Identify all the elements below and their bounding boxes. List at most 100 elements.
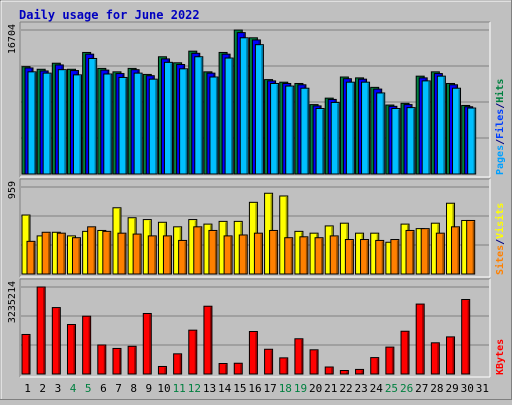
bar-sites — [162, 235, 172, 275]
bar-pages — [118, 76, 128, 175]
bar-shade — [291, 87, 294, 174]
y-max-label: 3235214 — [7, 281, 18, 323]
bar-pages — [57, 69, 67, 175]
bar-shade — [109, 75, 112, 174]
bar-shade — [63, 234, 65, 274]
bar-pages — [376, 92, 386, 175]
bar-shade — [118, 349, 121, 374]
bar-shade — [34, 72, 36, 174]
chart-panels: 16704Pages/Files/Hits959Sites/Visits3235… — [7, 21, 506, 378]
bar-pages — [179, 68, 189, 175]
bar-kbytes — [385, 346, 395, 375]
bar-shade — [427, 229, 429, 274]
bar-shade — [230, 236, 232, 274]
bar-kbytes — [400, 330, 410, 375]
bar-pages — [88, 57, 98, 175]
bar-shade — [194, 331, 197, 374]
bar-pages — [315, 107, 325, 175]
bar-shade — [64, 70, 66, 174]
day-label: 16 — [248, 382, 261, 395]
bar-kbytes — [446, 336, 456, 375]
bar-shade — [179, 354, 182, 374]
bar-sites — [41, 231, 51, 275]
bar-shade — [442, 234, 444, 274]
bar-sites — [178, 239, 188, 275]
day-label: 14 — [218, 382, 232, 395]
day-label: 11 — [173, 382, 186, 395]
bar-shade — [215, 78, 218, 174]
bar-shade — [367, 83, 370, 174]
day-label: 26 — [400, 382, 413, 395]
bar-shade — [78, 238, 80, 274]
bar-kbytes — [294, 338, 304, 375]
bar-kbytes — [51, 307, 61, 375]
bar-shade — [305, 237, 308, 274]
bar-sites — [360, 239, 370, 275]
bar-kbytes — [142, 312, 152, 375]
bar-sites — [344, 239, 354, 275]
bar-sites — [390, 239, 400, 275]
day-label: 20 — [309, 382, 322, 395]
day-label: 22 — [339, 382, 352, 395]
day-label: 29 — [445, 382, 458, 395]
bar-kbytes — [173, 353, 183, 375]
bar-pages — [391, 107, 401, 175]
day-label: 9 — [146, 382, 153, 395]
panel-kbytes: 3235214 KBytes — [7, 278, 506, 378]
bar-pages — [406, 107, 416, 175]
bar-kbytes — [324, 366, 334, 375]
bar-shade — [428, 81, 430, 174]
bar-pages — [103, 73, 113, 175]
bar-kbytes — [309, 349, 319, 375]
bar-pages — [452, 87, 462, 175]
day-label: 15 — [233, 382, 246, 395]
bar-pages — [148, 78, 158, 175]
bar-shade — [149, 314, 151, 374]
bar-shade — [139, 235, 141, 274]
day-label: 19 — [294, 382, 307, 395]
bar-kbytes — [248, 331, 258, 375]
legend-item: KBytes — [495, 339, 506, 375]
bar-sites — [451, 226, 461, 275]
bar-shade — [49, 74, 51, 174]
bar-sites — [405, 229, 415, 275]
bar-shade — [321, 238, 323, 274]
bar-shade — [93, 227, 96, 274]
bar-shade — [290, 238, 293, 274]
bar-shade — [73, 325, 75, 374]
bar-sites — [26, 240, 36, 275]
bar-pages — [361, 81, 371, 175]
day-label: 17 — [264, 382, 277, 395]
bar-kbytes — [97, 344, 107, 375]
bar-shade — [246, 38, 248, 174]
bar-shade — [391, 348, 394, 374]
bar-shade — [382, 93, 385, 174]
bar-shade — [255, 332, 257, 374]
legend-item: / — [495, 103, 506, 109]
bar-shade — [443, 77, 445, 174]
day-label: 24 — [370, 382, 384, 395]
bar-sites — [435, 232, 445, 275]
bar-pages — [436, 75, 446, 175]
bar-shade — [322, 109, 324, 174]
day-label: 6 — [100, 382, 107, 395]
bar-shade — [94, 59, 97, 174]
bar-shade — [457, 227, 460, 274]
bar-sites — [193, 226, 203, 275]
day-label: 21 — [324, 382, 337, 395]
bar-visits — [279, 195, 289, 275]
legend-item: Visits — [494, 203, 506, 239]
bar-pages — [239, 37, 249, 175]
bar-shade — [199, 227, 202, 274]
bar-shade — [352, 83, 354, 174]
bar-pages — [300, 87, 310, 175]
bar-shade — [407, 332, 409, 374]
bar-shade — [336, 236, 338, 274]
bar-shade — [108, 232, 111, 274]
bar-sites — [56, 232, 66, 275]
bar-shade — [285, 196, 288, 274]
bar-shade — [458, 89, 461, 174]
bar-sites — [238, 234, 248, 275]
bar-kbytes — [218, 363, 228, 375]
